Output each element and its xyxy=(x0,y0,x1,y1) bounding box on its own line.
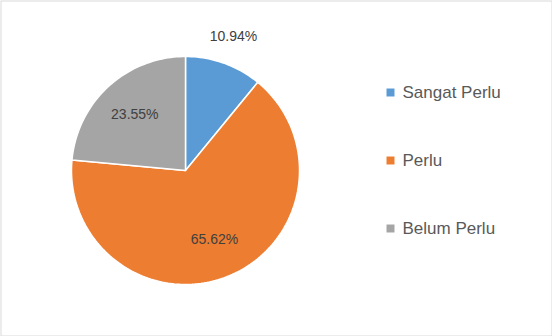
svg-text:23.55%: 23.55% xyxy=(111,106,158,122)
svg-text:Sangat Perlu: Sangat Perlu xyxy=(403,83,501,102)
svg-text:10.94%: 10.94% xyxy=(210,28,257,44)
svg-text:65.62%: 65.62% xyxy=(191,231,238,247)
svg-text:Perlu: Perlu xyxy=(403,151,443,170)
svg-text:Belum Perlu: Belum Perlu xyxy=(403,219,496,238)
